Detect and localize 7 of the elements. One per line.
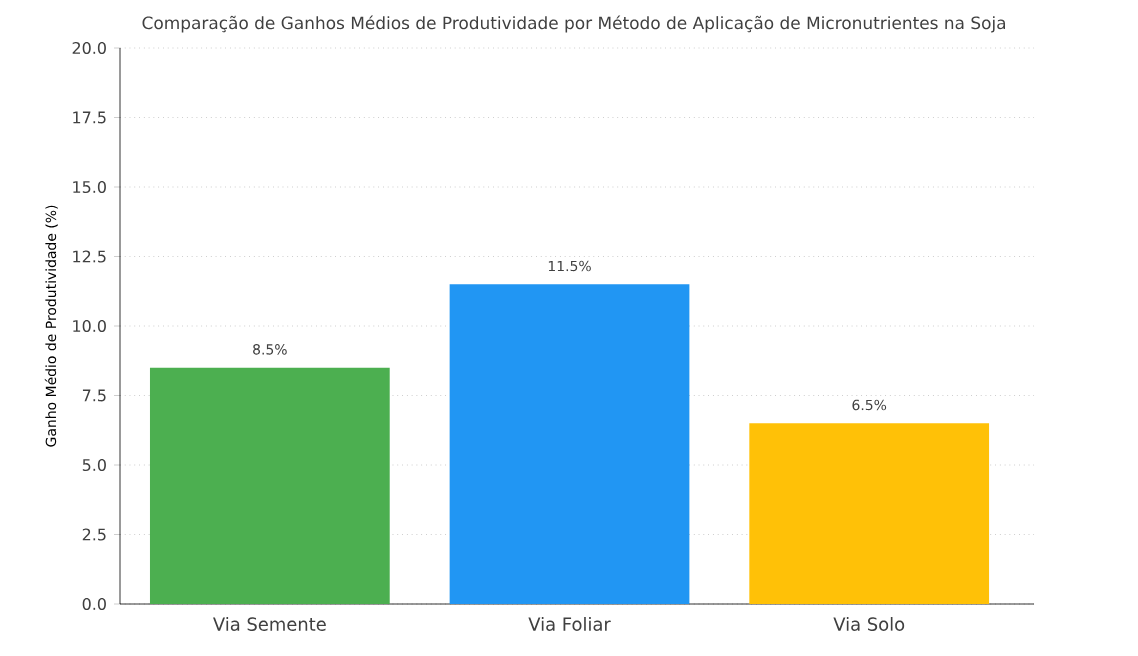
x-tick-label: Via Foliar bbox=[528, 617, 611, 631]
bar bbox=[749, 423, 990, 604]
bar bbox=[149, 367, 390, 604]
chart-title: Comparação de Ganhos Médios de Produtividade por Método de Aplicação de Micronutrientes na Soja bbox=[142, 15, 1006, 33]
x-tick-label: Via Solo bbox=[833, 617, 905, 631]
x-tick-label: Via Semente bbox=[213, 617, 326, 631]
bar bbox=[449, 284, 690, 604]
